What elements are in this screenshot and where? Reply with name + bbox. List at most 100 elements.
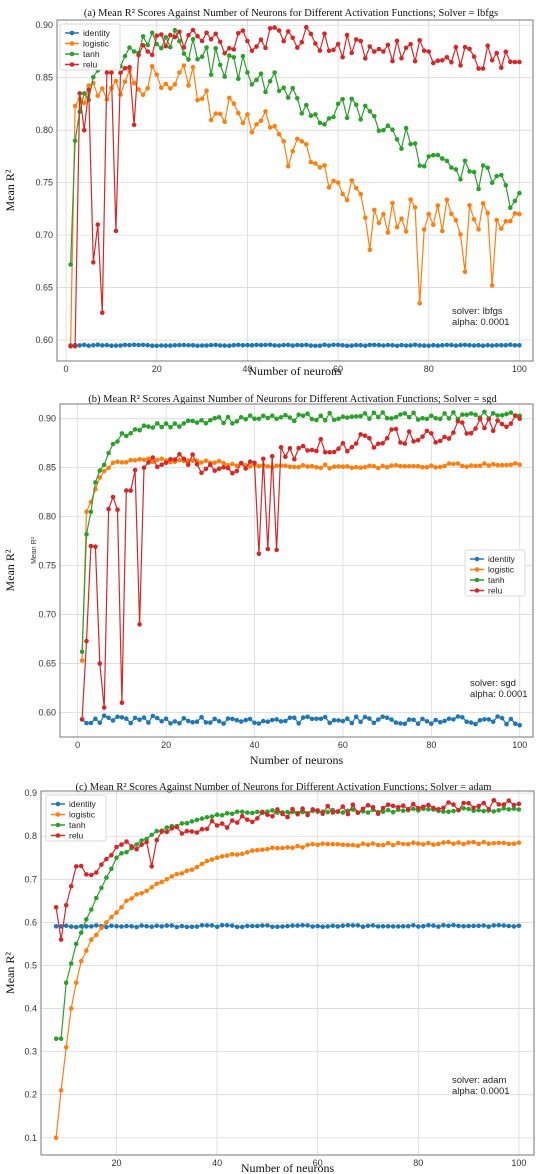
data-point-identity bbox=[194, 924, 200, 929]
data-point-logistic bbox=[495, 462, 500, 468]
series-line-logistic bbox=[81, 458, 520, 661]
data-point-identity bbox=[464, 719, 470, 725]
data-point-identity bbox=[155, 715, 160, 721]
data-point-relu bbox=[462, 44, 468, 50]
data-point-logistic bbox=[385, 840, 391, 846]
data-point-tanh bbox=[290, 85, 296, 91]
data-point-relu bbox=[274, 547, 279, 553]
data-point-tanh bbox=[285, 95, 291, 100]
legend-label-identity: identity bbox=[488, 554, 516, 564]
data-point-logistic bbox=[399, 216, 404, 221]
data-point-identity bbox=[411, 923, 416, 928]
data-point-tanh bbox=[512, 198, 518, 204]
data-point-tanh bbox=[63, 980, 69, 985]
data-point-tanh bbox=[252, 416, 257, 421]
data-point-relu bbox=[389, 427, 394, 432]
data-point-identity bbox=[320, 924, 326, 929]
data-point-identity bbox=[477, 718, 483, 723]
data-point-tanh bbox=[429, 413, 434, 419]
data-point-relu bbox=[314, 448, 319, 454]
data-point-identity bbox=[481, 923, 487, 928]
data-point-relu bbox=[260, 809, 265, 815]
data-point-tanh bbox=[353, 414, 359, 419]
data-point-relu bbox=[199, 826, 205, 832]
data-point-identity bbox=[290, 343, 296, 348]
data-point-tanh bbox=[254, 77, 259, 83]
data-point-logistic bbox=[113, 78, 119, 84]
legend-label-relu: relu bbox=[83, 60, 97, 70]
data-point-tanh bbox=[335, 101, 341, 107]
data-point-identity bbox=[365, 923, 371, 929]
data-point-tanh bbox=[159, 45, 164, 51]
data-point-identity bbox=[114, 923, 119, 929]
data-point-identity bbox=[513, 721, 518, 726]
data-point-relu bbox=[412, 58, 418, 64]
data-point-tanh bbox=[299, 111, 305, 116]
data-point-logistic bbox=[164, 877, 170, 882]
data-point-identity bbox=[367, 716, 372, 721]
data-point-relu bbox=[104, 70, 110, 75]
data-point-identity bbox=[305, 923, 310, 928]
x-tick-label: 60 bbox=[333, 364, 343, 374]
data-point-identity bbox=[208, 342, 214, 348]
data-point-identity bbox=[184, 924, 190, 930]
data-point-identity bbox=[480, 343, 486, 349]
data-point-tanh bbox=[132, 427, 138, 432]
data-point-relu bbox=[190, 452, 195, 457]
legend-box bbox=[45, 794, 107, 842]
data-point-logistic bbox=[229, 851, 235, 857]
data-point-logistic bbox=[81, 100, 87, 106]
data-point-relu bbox=[122, 65, 128, 71]
data-point-relu bbox=[426, 802, 431, 808]
data-point-relu bbox=[234, 820, 240, 825]
data-point-identity bbox=[350, 923, 356, 928]
data-point-relu bbox=[370, 805, 376, 810]
data-point-tanh bbox=[109, 866, 114, 872]
data-point-identity bbox=[331, 342, 336, 348]
data-point-logistic bbox=[314, 464, 319, 470]
data-point-logistic bbox=[190, 458, 195, 463]
data-point-tanh bbox=[420, 415, 425, 421]
data-point-relu bbox=[68, 344, 73, 349]
data-point-identity bbox=[471, 343, 477, 348]
data-point-logistic bbox=[412, 205, 418, 210]
series-tanh bbox=[53, 806, 522, 1041]
data-point-logistic bbox=[390, 200, 395, 206]
data-point-tanh bbox=[499, 172, 504, 178]
data-point-identity bbox=[159, 924, 164, 929]
x-axis-label: Number of neurons bbox=[248, 364, 342, 378]
x-tick-label: 0 bbox=[64, 364, 69, 374]
data-point-identity bbox=[296, 721, 302, 726]
data-point-relu bbox=[508, 421, 514, 426]
data-point-identity bbox=[88, 720, 94, 726]
data-point-tanh bbox=[127, 45, 132, 50]
data-point-identity bbox=[150, 713, 156, 719]
data-point-relu bbox=[471, 805, 476, 811]
data-point-relu bbox=[313, 41, 318, 46]
data-point-identity bbox=[408, 343, 413, 348]
data-point-relu bbox=[100, 310, 105, 316]
data-point-relu bbox=[254, 44, 259, 49]
data-point-tanh bbox=[84, 917, 89, 922]
data-point-logistic bbox=[106, 465, 111, 471]
data-point-tanh bbox=[231, 55, 237, 60]
data-point-identity bbox=[84, 720, 89, 726]
y-tick-label: 0.85 bbox=[38, 463, 56, 473]
data-point-identity bbox=[163, 343, 169, 348]
data-point-logistic bbox=[322, 462, 328, 467]
data-point-logistic bbox=[349, 465, 355, 471]
data-point-identity bbox=[229, 923, 235, 928]
data-point-tanh bbox=[276, 88, 282, 94]
data-point-relu bbox=[280, 811, 285, 817]
data-point-logistic bbox=[309, 463, 315, 469]
data-point-relu bbox=[398, 440, 403, 445]
data-point-relu bbox=[353, 37, 359, 42]
data-point-identity bbox=[441, 922, 446, 928]
data-point-relu bbox=[499, 65, 504, 71]
data-point-tanh bbox=[424, 416, 430, 422]
data-point-tanh bbox=[236, 76, 241, 82]
data-point-logistic bbox=[239, 851, 245, 857]
data-point-logistic bbox=[204, 858, 210, 864]
data-point-relu bbox=[231, 47, 237, 52]
